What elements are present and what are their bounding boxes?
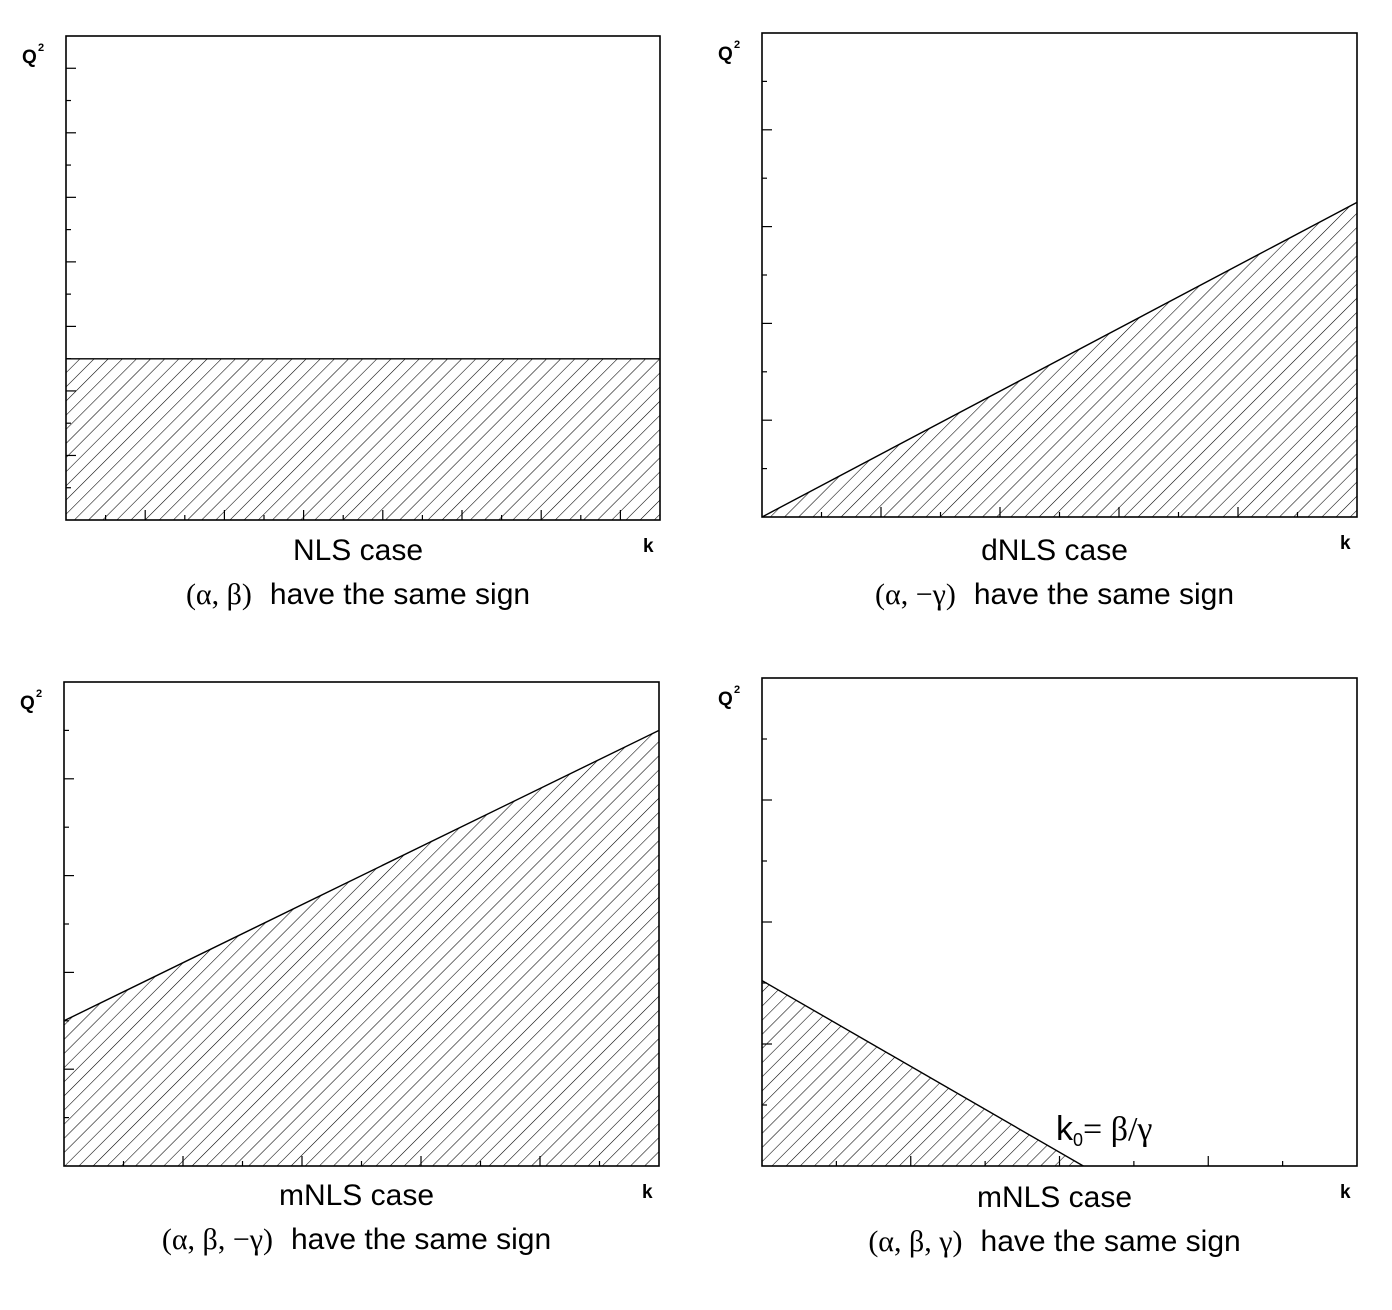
subtitle-greek: (α, β) (186, 578, 252, 611)
k0-annotation: k0= β/γ (1056, 1110, 1152, 1150)
shaded-region (66, 358, 660, 520)
subtitle-greek: (α, β, −γ) (162, 1223, 273, 1256)
boundary-line (761, 201, 1358, 518)
x-ticks (122, 1156, 601, 1166)
panel-dnls: Q 2 k dNLS case (α, −γ) have the same sig… (718, 32, 1358, 611)
subtitle-greek: (α, −γ) (875, 578, 956, 611)
plot-frame (65, 35, 661, 521)
y-axis-label: Q (718, 689, 733, 710)
x-axis-label: k (642, 1182, 653, 1203)
boundary-line (63, 729, 660, 1022)
chart-subtitle: (α, β, γ) have the same sign (868, 1225, 1240, 1258)
subtitle-text: have the same sign (291, 1223, 551, 1256)
subtitle-text: have the same sign (981, 1225, 1241, 1258)
chart-title: dNLS case (981, 534, 1128, 567)
subtitle-text: have the same sign (974, 578, 1234, 611)
y-ticks (762, 738, 772, 1106)
x-ticks (835, 1156, 1284, 1166)
y-ticks (64, 729, 74, 1119)
x-axis-label: k (643, 536, 654, 557)
y-axis-label-superscript: 2 (38, 42, 44, 54)
panel-mnls-increasing: Q 2 k mNLS case (α, β, −γ) have the same … (20, 681, 660, 1256)
chart-subtitle: (α, β) have the same sign (186, 578, 530, 611)
annotation-subscript: 0 (1073, 1130, 1083, 1150)
shaded-region (64, 730, 659, 1166)
x-ticks (104, 510, 622, 520)
chart-title: NLS case (293, 534, 423, 567)
annotation-base: k (1056, 1110, 1074, 1148)
y-axis-label-superscript: 2 (734, 684, 740, 696)
panel-nls: Q 2 k NLS case (α, β) have the same sign (22, 35, 661, 611)
y-axis-label-superscript: 2 (734, 39, 740, 51)
chart-title: mNLS case (279, 1179, 434, 1212)
panel-mnls-decreasing: Q 2 k k0= β/γ mNLS case (α, β, γ) have th… (718, 677, 1358, 1258)
subtitle-greek: (α, β, γ) (868, 1225, 962, 1258)
chart-subtitle: (α, β, −γ) have the same sign (162, 1223, 551, 1256)
x-axis-label: k (1340, 1182, 1351, 1203)
y-axis-label: Q (20, 693, 35, 714)
chart-title: mNLS case (977, 1181, 1132, 1214)
x-ticks (820, 507, 1299, 517)
x-axis-label: k (1340, 533, 1351, 554)
chart-subtitle: (α, −γ) have the same sign (875, 578, 1234, 611)
boundary-line (761, 979, 1084, 1167)
y-axis-label: Q (22, 47, 37, 68)
y-ticks (66, 67, 76, 489)
y-axis-label-superscript: 2 (36, 688, 42, 700)
y-ticks (762, 80, 772, 470)
y-axis-label: Q (718, 44, 733, 65)
annotation-rest: = β/γ (1083, 1111, 1152, 1148)
subtitle-text: have the same sign (270, 578, 530, 611)
